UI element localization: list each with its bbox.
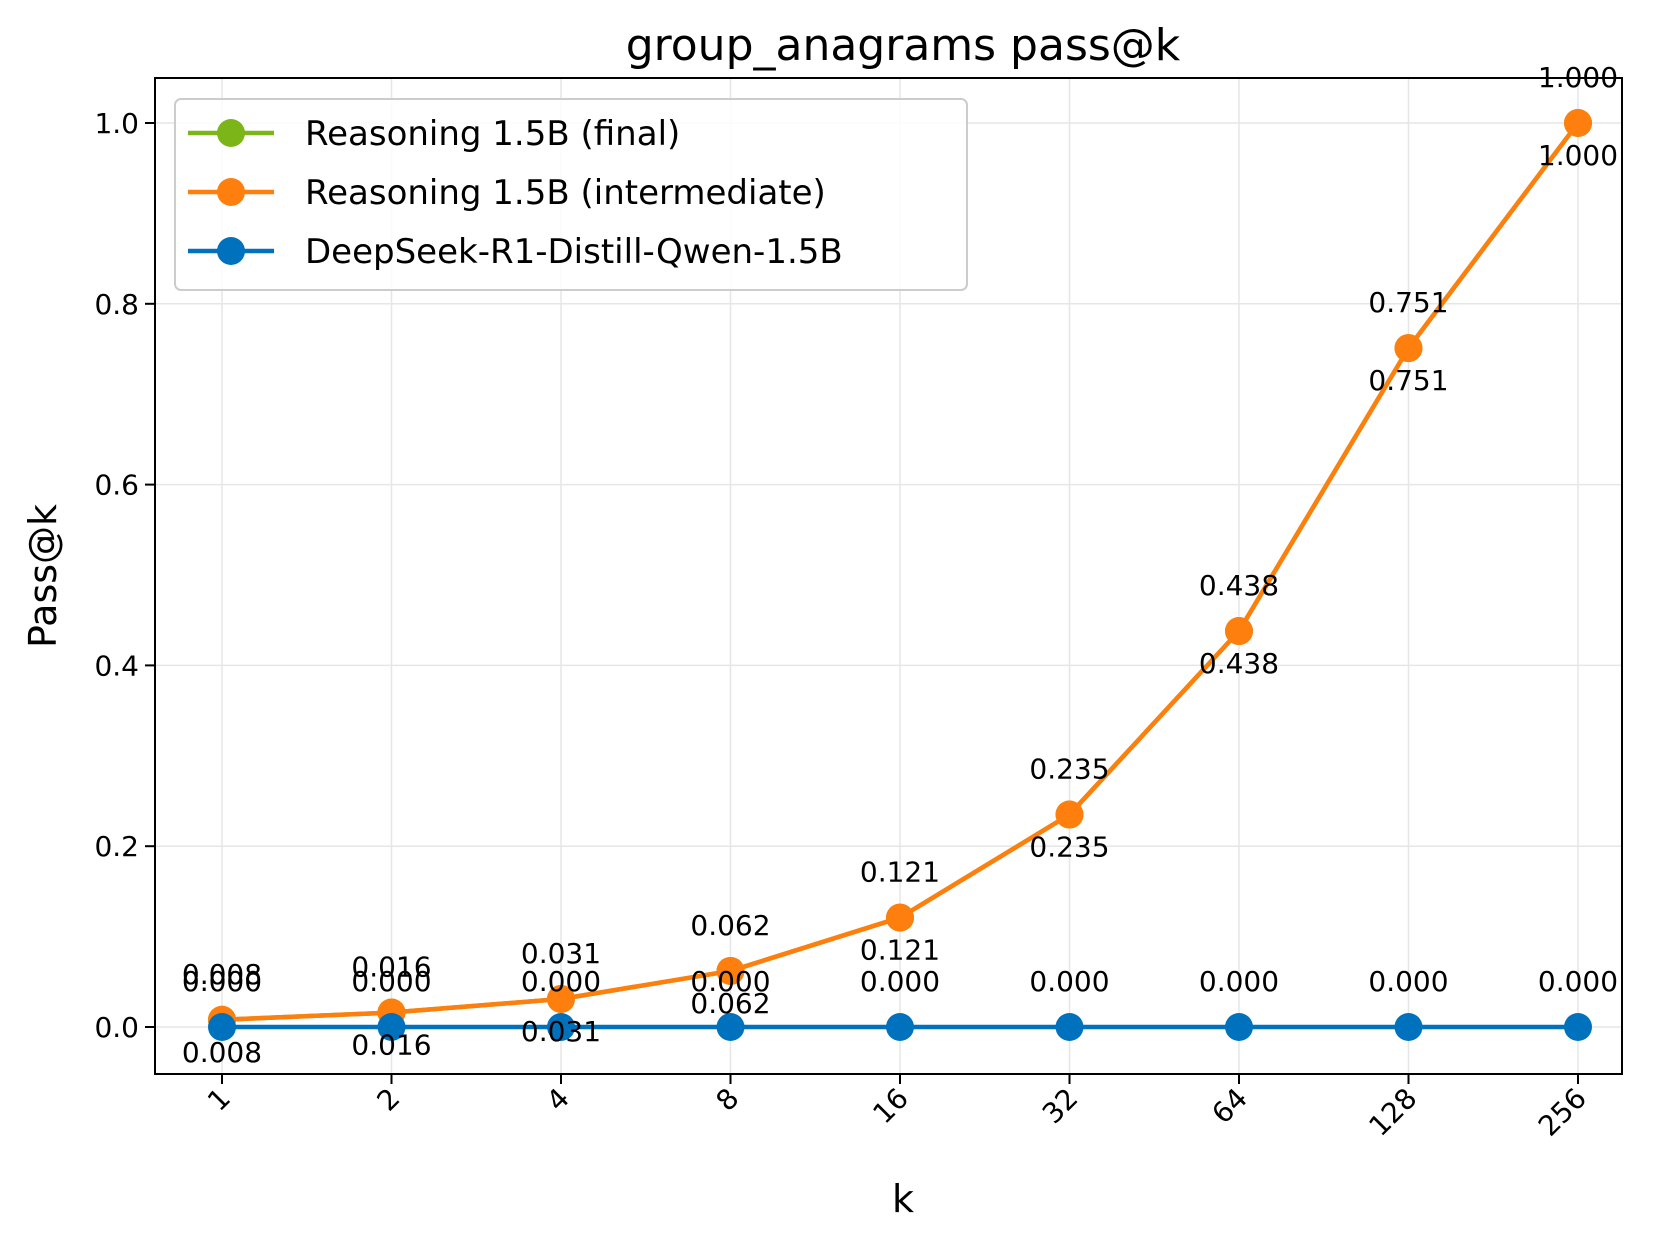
series-layer	[208, 109, 1592, 1041]
series-0-data-label: 0.235	[1029, 831, 1109, 864]
series-1-point	[886, 903, 914, 932]
series-0-data-label: 0.121	[860, 934, 940, 967]
legend-marker-1	[217, 178, 245, 206]
series-1-point	[1564, 109, 1592, 137]
series-2-data-label: 0.000	[1029, 965, 1109, 998]
series-2-data-label: 0.000	[860, 965, 940, 998]
legend-label-2: DeepSeek-R1-Distill-Qwen-1.5B	[305, 232, 843, 272]
series-1-data-label: 0.438	[1199, 569, 1279, 602]
x-axis: 1 2 4 8 16 32 64 128 256	[201, 1074, 1593, 1143]
y-tick-label: 0.6	[94, 469, 139, 502]
series-2-point	[1564, 1013, 1592, 1041]
series-1-data-label: 0.008	[182, 958, 262, 991]
series-0-data-label: 0.008	[182, 1036, 262, 1069]
legend-label-0: Reasoning 1.5B (final)	[305, 114, 680, 154]
series-1-point	[1055, 800, 1084, 829]
series-1-data-label: 0.016	[351, 951, 431, 984]
x-tick-label: 8	[710, 1082, 746, 1118]
series-2-point	[886, 1013, 914, 1041]
y-tick-label: 0.0	[94, 1011, 139, 1044]
series-0-data-label: 0.031	[521, 1015, 601, 1048]
plot-frame	[154, 77, 1623, 1075]
series-1-data-label: 0.031	[521, 937, 601, 970]
series-1-data-label: 0.062	[690, 909, 770, 942]
legend-box	[174, 98, 968, 291]
series-2-data-label: 0.000	[1368, 965, 1448, 998]
x-tick-label: 64	[1205, 1082, 1254, 1131]
series-1-data-label: 0.121	[860, 856, 940, 889]
series-2-data-label: 0.000	[1199, 965, 1279, 998]
series-1-data-label: 0.751	[1368, 286, 1448, 319]
y-axis-label: Pass@k	[21, 504, 65, 648]
x-tick-label: 16	[866, 1082, 915, 1131]
series-2-data-label: 0.000	[351, 965, 431, 998]
series-2-data-label: 0.000	[1538, 965, 1618, 998]
series-1-point	[547, 984, 575, 1013]
series-0-data-label: 1.000	[1538, 139, 1618, 172]
y-tick-label: 0.2	[94, 830, 139, 863]
series-2-point	[1394, 1013, 1423, 1041]
series-2-data-label: 0.000	[690, 965, 770, 998]
series-2-data-label: 0.000	[521, 965, 601, 998]
x-tick-label: 32	[1036, 1082, 1085, 1131]
x-tick-label: 2	[371, 1082, 407, 1118]
series-2-point	[377, 1013, 406, 1041]
legend-marker-2	[217, 237, 245, 265]
data-labels-layer: 0.008 0.016 0.031 0.062 0.121 0.235 0.438 0.751…	[182, 61, 1618, 1069]
y-tick-label: 0.4	[94, 649, 139, 682]
x-tick-label: 128	[1362, 1082, 1423, 1143]
series-1-point	[1225, 617, 1253, 646]
series-2-point	[1225, 1013, 1253, 1041]
series-2-point	[1055, 1013, 1084, 1041]
x-tick-label: 256	[1532, 1082, 1593, 1143]
legend: Reasoning 1.5B (final) Reasoning 1.5B (in…	[174, 98, 968, 291]
series-2-data-label: 0.000	[182, 965, 262, 998]
series-0-data-label: 0.751	[1368, 364, 1448, 397]
legend-marker-0	[217, 119, 245, 147]
series-2-point	[547, 1013, 575, 1041]
series-0-data-label: 0.062	[690, 987, 770, 1020]
series-1-point	[1394, 334, 1423, 363]
series-0-data-label: 0.016	[351, 1029, 431, 1062]
y-axis: 0.0 0.2 0.4 0.6 0.8 1.0	[94, 107, 155, 1044]
y-tick-label: 1.0	[94, 107, 139, 140]
y-tick-label: 0.8	[94, 288, 139, 321]
series-1-data-label: 0.235	[1029, 753, 1109, 786]
chart-title: group_anagrams pass@k	[626, 20, 1181, 71]
x-axis-label: k	[892, 1177, 914, 1221]
x-tick-label: 1	[201, 1082, 237, 1118]
x-tick-label: 4	[540, 1082, 576, 1118]
series-2-point	[208, 1013, 236, 1041]
series-2-point	[716, 1013, 745, 1041]
series-0-data-label: 0.438	[1199, 647, 1279, 680]
series-1-point	[716, 956, 745, 985]
legend-label-1: Reasoning 1.5B (intermediate)	[305, 173, 826, 213]
